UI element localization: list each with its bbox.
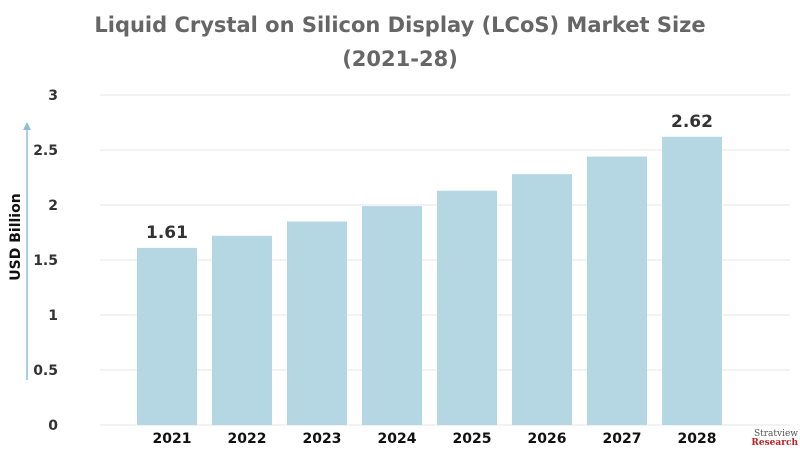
y-tick-label: 3 xyxy=(48,88,58,104)
bar-2021 xyxy=(137,247,197,425)
x-tick-label: 2028 xyxy=(678,431,717,447)
y-tick-label: 2.5 xyxy=(33,143,58,159)
x-tick-label: 2026 xyxy=(528,431,567,447)
stratview-logo: Stratview Research xyxy=(751,429,798,448)
y-tick-label: 1.5 xyxy=(33,253,58,269)
bar-2027 xyxy=(587,156,647,425)
x-tick-label: 2024 xyxy=(378,431,417,447)
bar-2028 xyxy=(662,136,722,426)
x-tick-label: 2023 xyxy=(303,431,342,447)
title-line-2: (2021-28) xyxy=(342,47,458,71)
bar-2024 xyxy=(362,206,422,425)
bar-2023 xyxy=(287,221,347,425)
y-tick-label: 0.5 xyxy=(33,363,58,379)
chart-title: Liquid Crystal on Silicon Display (LCoS)… xyxy=(0,8,800,76)
x-tick-label: 2027 xyxy=(603,431,642,447)
x-tick-label: 2025 xyxy=(453,431,492,447)
data-label: 2.62 xyxy=(671,112,713,132)
y-tick-label: 0 xyxy=(48,418,58,434)
x-tick-label: 2021 xyxy=(153,431,192,447)
y-axis-label: USD Billion xyxy=(8,193,24,280)
title-line-1: Liquid Crystal on Silicon Display (LCoS)… xyxy=(94,13,706,37)
bar-2022 xyxy=(212,235,272,425)
data-label: 1.61 xyxy=(146,223,188,243)
x-tick-label: 2022 xyxy=(228,431,267,447)
bar-2026 xyxy=(512,174,572,425)
y-tick-label: 2 xyxy=(48,198,58,214)
bar-2025 xyxy=(437,190,497,425)
y-tick-label: 1 xyxy=(48,308,58,324)
arrow-head-icon xyxy=(23,122,31,130)
